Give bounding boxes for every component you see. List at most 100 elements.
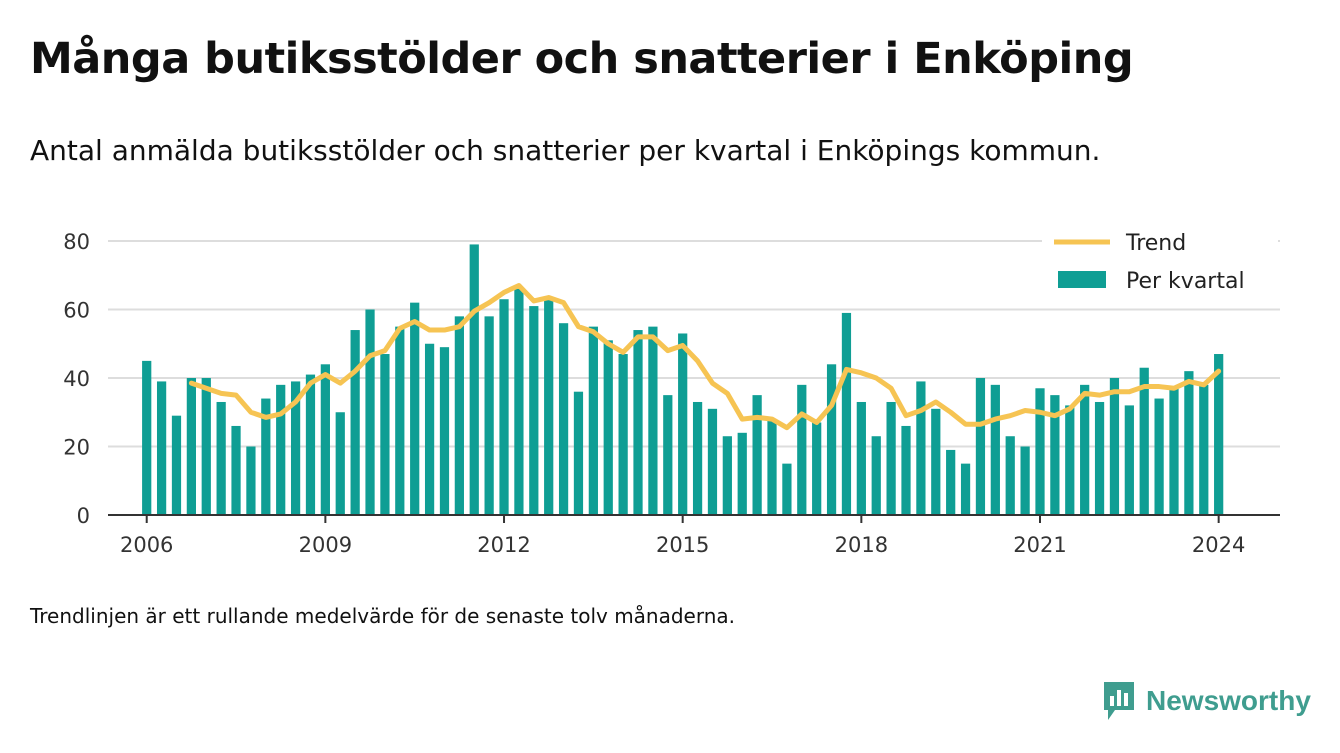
bar <box>663 395 673 516</box>
legend-label-per-kvartal: Per kvartal <box>1126 269 1245 294</box>
chart-subtitle: Antal anmälda butiksstölder och snatteri… <box>30 134 1101 167</box>
bar <box>1214 354 1224 515</box>
bar <box>812 422 822 515</box>
bar <box>1199 384 1209 515</box>
bar <box>142 360 152 516</box>
bar <box>588 326 598 516</box>
bar <box>752 395 762 516</box>
y-tick-label-60: 60 <box>63 299 90 323</box>
footnote: Trendlinjen är ett rullande medelvärde f… <box>30 604 736 628</box>
bar <box>544 299 554 515</box>
trend-series <box>188 283 1222 431</box>
bar <box>618 354 628 515</box>
bar <box>350 330 360 515</box>
bar <box>1020 446 1030 515</box>
bars-per-kvartal <box>142 244 1224 516</box>
x-tick-label-2015: 2015 <box>656 533 709 557</box>
bar <box>216 401 226 515</box>
bar <box>395 326 405 516</box>
bar <box>841 312 852 515</box>
bar <box>290 381 301 515</box>
bar <box>186 378 196 515</box>
bar <box>856 401 866 515</box>
bar <box>365 309 375 515</box>
bar <box>1080 384 1090 515</box>
bar <box>484 316 494 515</box>
bar <box>1169 388 1179 515</box>
bar <box>767 419 777 515</box>
bar <box>305 374 316 515</box>
bar <box>335 412 345 515</box>
bar <box>201 378 211 515</box>
bar <box>261 398 271 515</box>
bar <box>916 381 926 515</box>
bar <box>737 432 747 515</box>
bar <box>722 436 732 515</box>
x-tick-label-2012: 2012 <box>477 533 530 557</box>
bar <box>558 323 569 515</box>
bar <box>1139 367 1149 515</box>
bar <box>380 354 390 515</box>
bar <box>231 425 241 515</box>
bar <box>246 446 256 515</box>
bar <box>499 299 509 515</box>
bar <box>424 343 435 515</box>
bar <box>529 306 539 515</box>
bar <box>782 463 792 516</box>
y-tick-label-80: 80 <box>63 230 90 254</box>
legend: Trend Per kvartal <box>1042 222 1278 298</box>
y-tick-label-40: 40 <box>63 367 90 391</box>
bar <box>439 347 450 515</box>
bar <box>960 463 971 516</box>
bar <box>514 288 524 515</box>
bar <box>826 364 837 515</box>
bar <box>1184 371 1194 515</box>
bar <box>678 333 688 515</box>
bar <box>1065 405 1075 515</box>
bar <box>990 384 1000 515</box>
x-tick-label-2018: 2018 <box>835 533 888 557</box>
brand[interactable]: Newsworthy <box>1102 680 1311 722</box>
bar <box>454 316 464 515</box>
bar <box>931 408 941 515</box>
bar <box>171 415 182 515</box>
bar <box>1050 395 1060 516</box>
bar <box>276 384 286 515</box>
bar <box>797 384 807 515</box>
legend-label-trend: Trend <box>1125 231 1186 256</box>
bar <box>1035 388 1045 515</box>
bar <box>946 449 956 515</box>
x-tick-label-2006: 2006 <box>120 533 173 557</box>
bar <box>1124 405 1134 515</box>
bar <box>633 330 643 515</box>
x-axis: 2006 2009 2012 2015 2018 2021 2024 <box>108 514 1280 557</box>
brand-name: Newsworthy <box>1146 685 1311 716</box>
legend-swatch-per-kvartal <box>1058 271 1106 288</box>
bar-line-chart: 0 20 40 60 80 2006 2009 2012 2015 2018 2021 2024 T… <box>63 222 1280 557</box>
bar <box>1094 401 1105 515</box>
bar <box>648 326 658 516</box>
bar <box>573 391 584 515</box>
bar <box>692 401 703 515</box>
bar <box>320 364 330 515</box>
y-tick-label-20: 20 <box>63 436 90 460</box>
bar <box>707 408 718 515</box>
x-tick-label-2009: 2009 <box>299 533 352 557</box>
y-axis-labels: 0 20 40 60 80 <box>63 230 90 528</box>
bar <box>1154 398 1164 515</box>
trend-line <box>188 283 1222 431</box>
bar <box>1109 378 1120 515</box>
bar <box>871 436 881 515</box>
bar <box>901 425 911 515</box>
bar <box>410 302 420 515</box>
bar <box>1005 436 1015 515</box>
bar <box>886 401 896 515</box>
bar <box>603 340 613 515</box>
bar <box>156 381 167 515</box>
x-tick-label-2021: 2021 <box>1013 533 1066 557</box>
chart-title: Många butiksstölder och snatterier i Enk… <box>30 34 1134 84</box>
bar <box>975 378 986 515</box>
x-tick-label-2024: 2024 <box>1192 533 1245 557</box>
y-tick-label-0: 0 <box>77 504 90 528</box>
bar <box>469 244 479 515</box>
